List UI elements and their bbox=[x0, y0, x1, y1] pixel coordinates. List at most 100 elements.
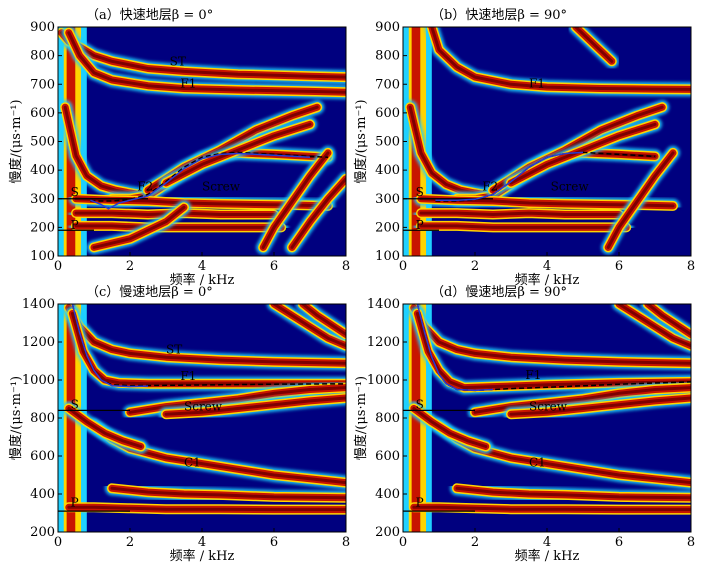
annotation-f1: F1 bbox=[529, 77, 545, 91]
x-tick-label: 0 bbox=[54, 535, 62, 550]
band-low-1-layer-3 bbox=[455, 486, 691, 500]
y-tick-label: 300 bbox=[30, 192, 55, 207]
annotation-p: P bbox=[71, 218, 79, 232]
y-tick-label: 500 bbox=[375, 135, 400, 150]
band-Screw-layer-3 bbox=[128, 386, 346, 414]
band-steep-1 bbox=[601, 145, 680, 255]
annotation-s: S bbox=[416, 398, 424, 412]
band-diag-1 bbox=[87, 200, 191, 255]
band-Screw-layer-3 bbox=[473, 386, 691, 414]
band-F1-layer-3 bbox=[430, 27, 691, 91]
y-tick-label: 900 bbox=[30, 20, 55, 35]
x-axis-label: 频率 / kHz bbox=[515, 548, 580, 564]
band-upper-branch-layer-3 bbox=[164, 122, 312, 185]
band-low-2 bbox=[414, 206, 626, 222]
band-diag-top-1 bbox=[612, 304, 691, 353]
x-tick-label: 6 bbox=[615, 535, 623, 550]
band-diag-upper-layer-3 bbox=[574, 27, 614, 63]
band-F1-layer-3 bbox=[70, 312, 346, 386]
x-axis-label: 频率 / kHz bbox=[170, 272, 235, 288]
band-S-fan-layer-3 bbox=[412, 407, 488, 448]
y-tick-label: 1400 bbox=[22, 297, 55, 312]
y-tick-label: 900 bbox=[375, 20, 400, 35]
band-steep-2 bbox=[285, 171, 346, 255]
y-tick-label: 400 bbox=[375, 487, 400, 502]
band-P-band-layer-3 bbox=[412, 505, 691, 512]
band-P-band bbox=[61, 500, 346, 517]
band-diag-top-2 bbox=[640, 304, 691, 342]
y-tick-label: 800 bbox=[375, 49, 400, 64]
panel-title: （a）快速地层β = 0° bbox=[86, 8, 213, 23]
annotation-p: P bbox=[416, 218, 424, 232]
band-F1 bbox=[424, 27, 691, 97]
x-axis-label: 频率 / kHz bbox=[515, 272, 580, 288]
y-axis-label: 慢度/(μs·m⁻¹) bbox=[8, 376, 24, 460]
annotation-s: S bbox=[71, 398, 79, 412]
band-low-3 bbox=[69, 218, 289, 235]
y-tick-label: 300 bbox=[375, 192, 400, 207]
band-F1 bbox=[61, 27, 346, 100]
x-tick-label: 8 bbox=[342, 259, 350, 274]
band-upper-branch-layer-3 bbox=[509, 122, 657, 185]
band-screw-2-layer-3 bbox=[509, 396, 691, 416]
y-tick-label: 800 bbox=[30, 49, 55, 64]
x-tick-label: 0 bbox=[399, 535, 407, 550]
annotation-f1: F1 bbox=[525, 368, 541, 382]
band-diag-top-2-layer-3 bbox=[301, 304, 346, 336]
x-axis-label: 频率 / kHz bbox=[170, 548, 235, 564]
band-P-band-layer-3 bbox=[67, 505, 346, 512]
band-S-fan bbox=[406, 401, 493, 454]
x-tick-label: 6 bbox=[615, 259, 623, 274]
annotation-c1: C1 bbox=[184, 455, 201, 469]
band-Screw bbox=[468, 380, 691, 420]
y-tick-label: 600 bbox=[30, 106, 55, 121]
x-tick-label: 8 bbox=[342, 535, 350, 550]
band-low-3-layer-3 bbox=[74, 224, 283, 229]
y-tick-label: 200 bbox=[375, 220, 400, 235]
y-tick-label: 1200 bbox=[367, 335, 400, 350]
y-tick-label: 100 bbox=[30, 249, 55, 264]
curve-dashed-black bbox=[90, 151, 329, 202]
x-tick-label: 4 bbox=[198, 259, 206, 274]
x-tick-label: 6 bbox=[270, 259, 278, 274]
y-axis-label: 慢度/(μs·m⁻¹) bbox=[353, 376, 369, 460]
band-low-2-layer-3 bbox=[419, 211, 621, 216]
panel-title: （c）慢速地层β = 0° bbox=[86, 284, 213, 300]
y-tick-label: 1200 bbox=[22, 335, 55, 350]
band-screw-2-layer-3 bbox=[164, 396, 346, 416]
annotation-f1: F1 bbox=[180, 369, 196, 383]
band-diag-top-2 bbox=[295, 304, 346, 342]
y-tick-label: 200 bbox=[375, 525, 400, 540]
annotation-screw: Screw bbox=[551, 180, 590, 194]
band-screw-2 bbox=[159, 391, 346, 422]
y-tick-label: 700 bbox=[30, 77, 55, 92]
y-tick-label: 600 bbox=[375, 449, 400, 464]
annotation-f2: F2 bbox=[482, 180, 498, 194]
y-tick-label: 100 bbox=[375, 249, 400, 264]
band-steep-2-layer-3 bbox=[290, 177, 346, 249]
panel-c: ST F1 S Screw C1 P 0 2 4 6 8 200 400 600 800 1000 1200 14… bbox=[8, 284, 350, 564]
band-low-1-layer-3 bbox=[110, 486, 346, 500]
annotation-s: S bbox=[71, 185, 79, 199]
y-axis-label: 慢度/(μs·m⁻¹) bbox=[353, 99, 369, 183]
band-steep-1-layer-3 bbox=[606, 151, 675, 249]
panel-b: F1 F2 Screw S P 0 2 4 6 8 100 200 300 400 500 600 700 800… bbox=[353, 8, 695, 288]
y-tick-label: 400 bbox=[30, 163, 55, 178]
x-tick-label: 4 bbox=[198, 535, 206, 550]
y-tick-label: 400 bbox=[375, 163, 400, 178]
x-tick-label: 0 bbox=[399, 259, 407, 274]
panel-a: ST F1 F2 Screw S P 0 2 4 6 8 100 200 300 400 500 600 700 8… bbox=[8, 8, 350, 288]
curve-blue-fit bbox=[90, 152, 311, 210]
band-low-1 bbox=[450, 481, 691, 505]
x-tick-label: 6 bbox=[270, 535, 278, 550]
annotation-s: S bbox=[416, 185, 424, 199]
band-F1 bbox=[65, 306, 346, 391]
band-upper-branch bbox=[159, 117, 317, 190]
y-tick-label: 1000 bbox=[22, 373, 55, 388]
band-upper-branch bbox=[504, 117, 662, 190]
band-F1-layer-3 bbox=[67, 31, 346, 94]
band-low-1 bbox=[105, 481, 346, 505]
y-tick-label: 600 bbox=[375, 106, 400, 121]
curve-blue-fit bbox=[435, 151, 584, 201]
